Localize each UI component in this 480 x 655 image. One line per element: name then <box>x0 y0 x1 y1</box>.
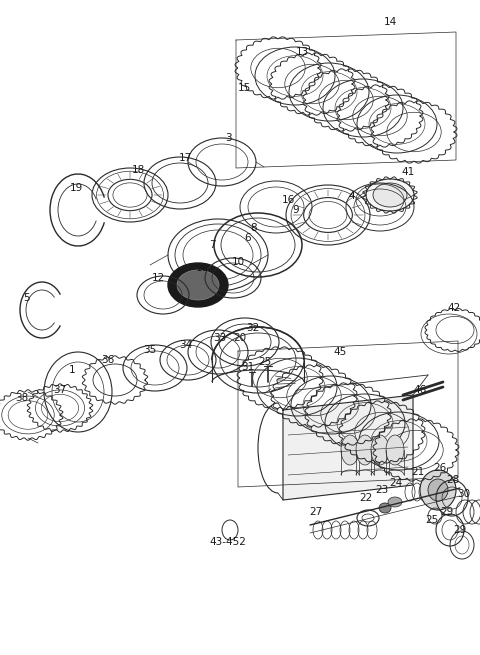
Text: 22: 22 <box>360 493 372 503</box>
Text: 6: 6 <box>245 233 252 243</box>
Text: 34: 34 <box>180 340 192 350</box>
Polygon shape <box>283 395 413 500</box>
Ellipse shape <box>420 470 456 510</box>
Text: 37: 37 <box>53 385 67 395</box>
Ellipse shape <box>388 497 402 507</box>
Ellipse shape <box>386 435 404 465</box>
Text: 24: 24 <box>389 478 403 488</box>
Ellipse shape <box>366 179 414 211</box>
Text: 3: 3 <box>225 133 231 143</box>
Text: 29: 29 <box>440 507 454 517</box>
Text: 28: 28 <box>446 475 460 485</box>
Ellipse shape <box>379 503 391 513</box>
Text: 9: 9 <box>293 205 300 215</box>
Text: 42: 42 <box>447 303 461 313</box>
Text: 41: 41 <box>401 167 415 177</box>
Text: 12: 12 <box>151 273 165 283</box>
Text: 36: 36 <box>101 355 115 365</box>
Text: 14: 14 <box>384 17 396 27</box>
Text: 35: 35 <box>144 345 156 355</box>
Ellipse shape <box>428 479 448 501</box>
Text: 1: 1 <box>69 365 75 375</box>
Text: 21: 21 <box>411 467 425 477</box>
Text: 25: 25 <box>258 357 272 367</box>
Text: 17: 17 <box>179 153 192 163</box>
Text: 31: 31 <box>241 362 254 372</box>
Text: 25: 25 <box>425 515 439 525</box>
Text: 7: 7 <box>209 240 216 250</box>
Text: 30: 30 <box>457 489 470 499</box>
Ellipse shape <box>373 183 407 207</box>
Text: 4: 4 <box>348 191 355 201</box>
Text: 29: 29 <box>454 525 467 535</box>
Text: 8: 8 <box>251 223 257 233</box>
Text: 20: 20 <box>233 333 247 343</box>
Text: 13: 13 <box>295 47 309 57</box>
Text: 18: 18 <box>132 165 144 175</box>
Ellipse shape <box>341 435 359 465</box>
Text: 33: 33 <box>214 333 227 343</box>
Text: 38: 38 <box>15 393 29 403</box>
Text: 15: 15 <box>238 83 251 93</box>
Text: 26: 26 <box>433 463 446 473</box>
Text: 43-452: 43-452 <box>210 537 246 547</box>
Text: 10: 10 <box>231 257 245 267</box>
Ellipse shape <box>371 435 389 465</box>
Ellipse shape <box>168 263 228 307</box>
Text: 5: 5 <box>23 293 29 303</box>
Ellipse shape <box>356 435 374 465</box>
Text: 46: 46 <box>413 385 427 395</box>
Text: 32: 32 <box>246 323 260 333</box>
Text: 16: 16 <box>281 195 295 205</box>
Text: 45: 45 <box>334 347 347 357</box>
Text: 19: 19 <box>70 183 83 193</box>
Text: 11: 11 <box>195 263 209 273</box>
Text: 27: 27 <box>310 507 323 517</box>
Ellipse shape <box>177 270 219 300</box>
Text: 23: 23 <box>375 485 389 495</box>
